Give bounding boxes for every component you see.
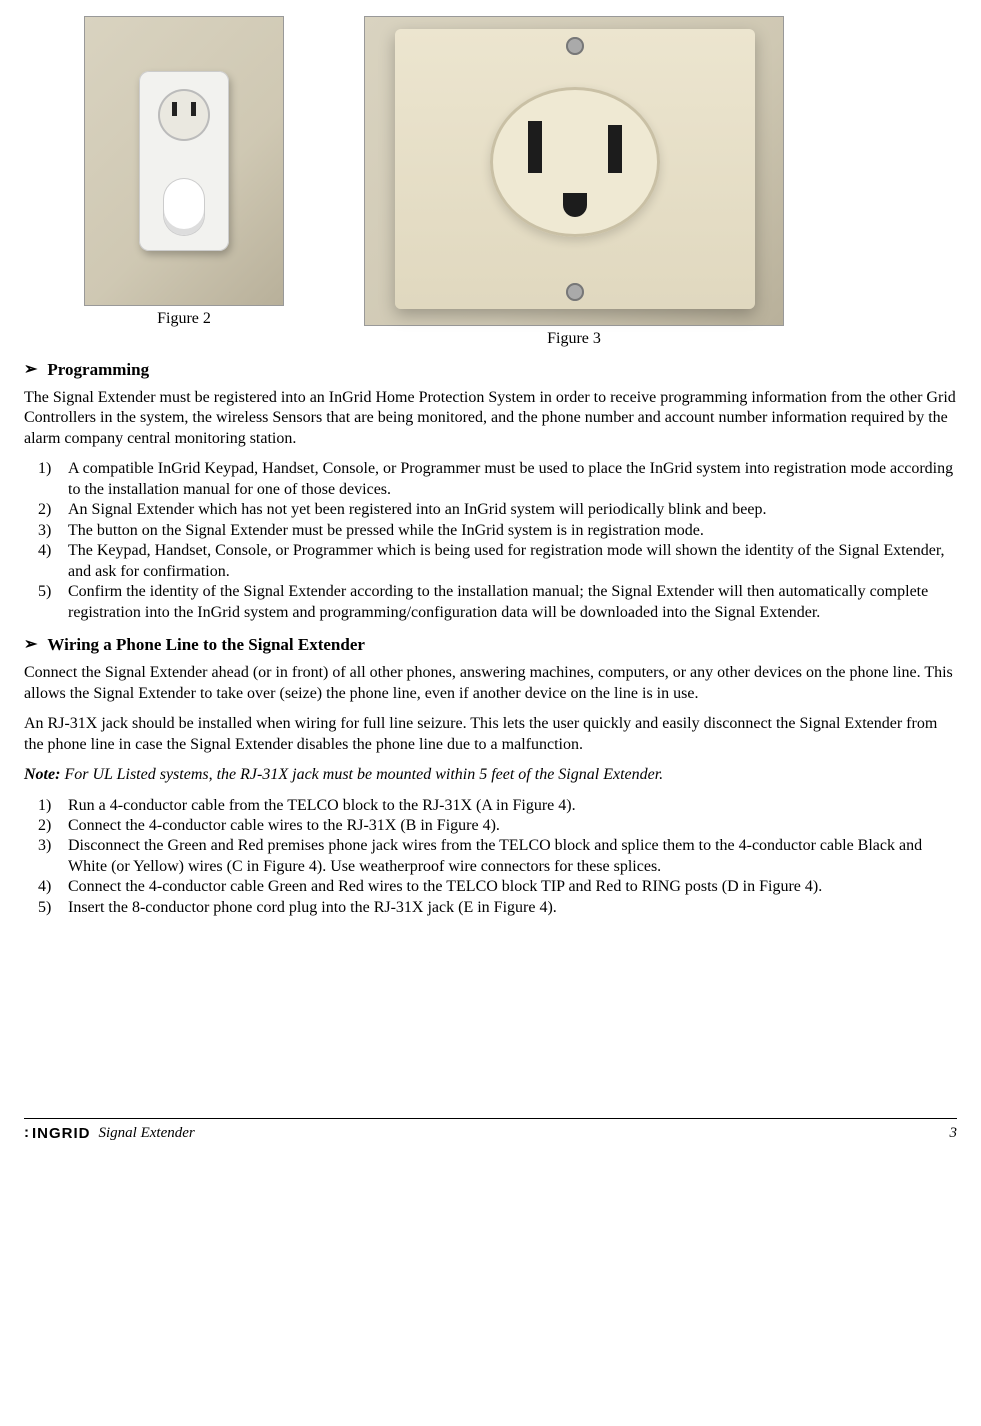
footer-left: INGRID Signal Extender: [24, 1125, 195, 1142]
list-item: 3)Disconnect the Green and Red premises …: [24, 836, 957, 877]
figure-2-caption: Figure 2: [157, 310, 211, 328]
device-illustration: [139, 71, 229, 251]
wiring-steps: 1)Run a 4-conductor cable from the TELCO…: [24, 796, 957, 919]
wiring-para-1: Connect the Signal Extender ahead (or in…: [24, 663, 957, 704]
list-item: 5)Confirm the identity of the Signal Ext…: [24, 582, 957, 623]
wiring-title: Wiring a Phone Line to the Signal Extend…: [47, 635, 365, 655]
outlet-icon: [490, 87, 660, 237]
step-text: Confirm the identity of the Signal Exten…: [68, 582, 957, 623]
figures-row: Figure 2 Figure 3: [24, 16, 957, 348]
list-item: 1)Run a 4-conductor cable from the TELCO…: [24, 796, 957, 816]
step-text: The Keypad, Handset, Console, or Program…: [68, 541, 957, 582]
programming-intro: The Signal Extender must be registered i…: [24, 388, 957, 449]
doc-title: Signal Extender: [99, 1125, 195, 1142]
wiring-note: Note: For UL Listed systems, the RJ-31X …: [24, 765, 957, 785]
page-number: 3: [950, 1125, 958, 1142]
arrow-bullet-icon: ➢: [24, 637, 37, 653]
step-number: 3): [38, 521, 68, 541]
step-text: Insert the 8-conductor phone cord plug i…: [68, 898, 957, 918]
step-text: Connect the 4-conductor cable Green and …: [68, 877, 957, 897]
step-number: 4): [38, 877, 68, 897]
list-item: 5)Insert the 8-conductor phone cord plug…: [24, 898, 957, 918]
step-text: The button on the Signal Extender must b…: [68, 521, 957, 541]
step-number: 5): [38, 898, 68, 918]
button-illustration: [164, 179, 204, 235]
figure-3-block: Figure 3: [364, 16, 784, 348]
step-text: Run a 4-conductor cable from the TELCO b…: [68, 796, 957, 816]
screw-icon: [566, 37, 584, 55]
figure-3-image: [364, 16, 784, 326]
wiring-heading: ➢ Wiring a Phone Line to the Signal Exte…: [24, 635, 957, 655]
programming-title: Programming: [47, 360, 149, 380]
programming-heading: ➢ Programming: [24, 360, 957, 380]
list-item: 4)The Keypad, Handset, Console, or Progr…: [24, 541, 957, 582]
figure-2-image: [84, 16, 284, 306]
step-text: Connect the 4-conductor cable wires to t…: [68, 816, 957, 836]
list-item: 4)Connect the 4-conductor cable Green an…: [24, 877, 957, 897]
logo-text: INGRID: [32, 1125, 91, 1142]
step-number: 2): [38, 500, 68, 520]
list-item: 2)Connect the 4-conductor cable wires to…: [24, 816, 957, 836]
step-number: 4): [38, 541, 68, 561]
figure-3-caption: Figure 3: [547, 330, 601, 348]
step-text: An Signal Extender which has not yet bee…: [68, 500, 957, 520]
figure-2-block: Figure 2: [84, 16, 284, 328]
list-item: 3)The button on the Signal Extender must…: [24, 521, 957, 541]
step-number: 2): [38, 816, 68, 836]
arrow-bullet-icon: ➢: [24, 362, 37, 378]
wiring-para-2: An RJ-31X jack should be installed when …: [24, 714, 957, 755]
step-number: 1): [38, 459, 68, 479]
note-text: For UL Listed systems, the RJ-31X jack m…: [60, 766, 663, 783]
note-label: Note:: [24, 766, 60, 783]
step-text: A compatible InGrid Keypad, Handset, Con…: [68, 459, 957, 500]
step-number: 1): [38, 796, 68, 816]
step-number: 5): [38, 582, 68, 602]
list-item: 2)An Signal Extender which has not yet b…: [24, 500, 957, 520]
list-item: 1)A compatible InGrid Keypad, Handset, C…: [24, 459, 957, 500]
step-number: 3): [38, 836, 68, 856]
page-footer: INGRID Signal Extender 3: [24, 1118, 957, 1142]
outlet-icon: [158, 89, 210, 141]
brand-logo: INGRID: [24, 1125, 91, 1142]
wall-plate-illustration: [395, 29, 755, 309]
screw-icon: [566, 283, 584, 301]
programming-steps: 1)A compatible InGrid Keypad, Handset, C…: [24, 459, 957, 623]
step-text: Disconnect the Green and Red premises ph…: [68, 836, 957, 877]
